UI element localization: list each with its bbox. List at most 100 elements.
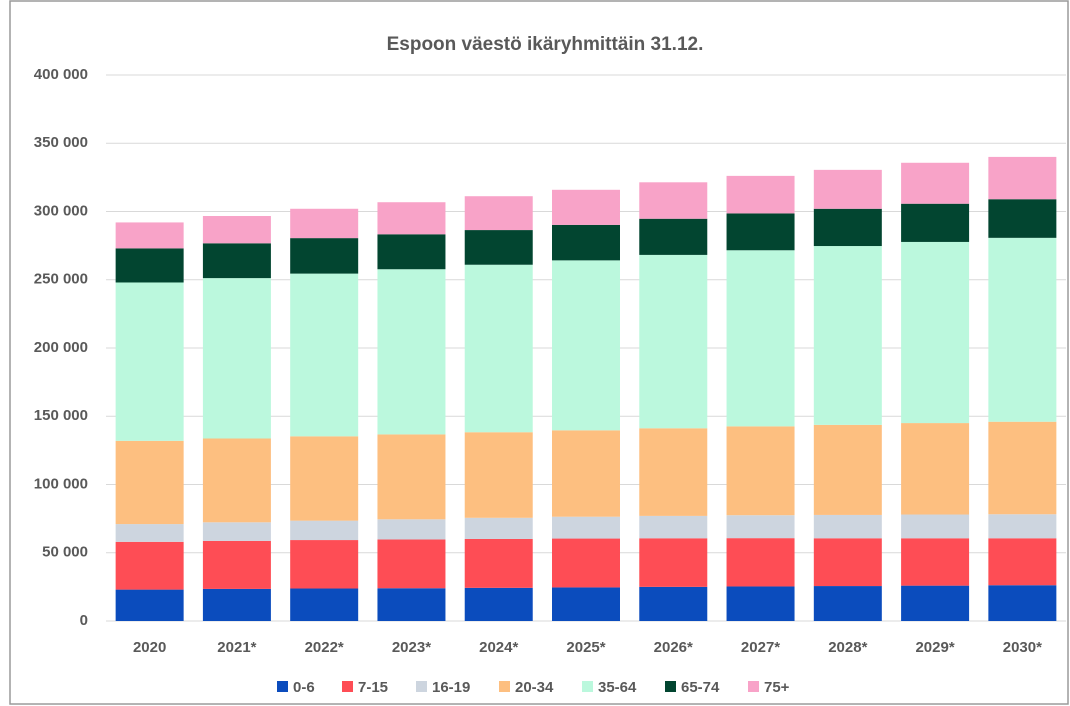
bar-segment bbox=[552, 224, 620, 261]
bar-segment bbox=[464, 230, 533, 265]
bar-segment bbox=[552, 260, 620, 431]
bar-segment bbox=[639, 218, 708, 255]
x-tick-label: 2020 bbox=[133, 639, 166, 656]
bar-segment bbox=[988, 237, 1057, 422]
y-tick-label: 200 000 bbox=[34, 339, 88, 356]
bar-segment bbox=[377, 202, 446, 235]
bar-segment bbox=[901, 585, 970, 621]
bar-segment bbox=[290, 208, 359, 239]
x-tick-label: 2022* bbox=[305, 639, 344, 656]
bar-segment bbox=[988, 199, 1057, 238]
bar-segment bbox=[552, 189, 620, 225]
x-tick-label: 2025* bbox=[566, 639, 605, 656]
bar-segment bbox=[639, 254, 708, 429]
x-tick-label: 2028* bbox=[828, 639, 867, 656]
x-tick-label: 2027* bbox=[741, 639, 780, 656]
bar-segment bbox=[290, 238, 359, 274]
legend-swatch bbox=[748, 681, 759, 692]
legend-label: 75+ bbox=[764, 679, 790, 696]
bar-segment bbox=[639, 538, 708, 587]
bar-segment bbox=[988, 514, 1057, 539]
bar-segment bbox=[115, 248, 184, 283]
bar-segment bbox=[552, 538, 620, 588]
legend-label: 0-6 bbox=[293, 679, 315, 696]
bar-segment bbox=[115, 282, 184, 441]
chart-frame bbox=[9, 0, 1069, 705]
bar-segment bbox=[115, 541, 184, 590]
bar-segment bbox=[901, 538, 970, 586]
bar-segment bbox=[813, 169, 882, 209]
bar-segment bbox=[464, 432, 533, 518]
y-tick-label: 350 000 bbox=[34, 134, 88, 151]
bar-segment bbox=[377, 539, 446, 589]
y-tick-label: 400 000 bbox=[34, 66, 88, 83]
legend-label: 16-19 bbox=[432, 679, 470, 696]
x-tick-label: 2026* bbox=[654, 639, 693, 656]
bar-segment bbox=[202, 588, 271, 621]
bar-segment bbox=[377, 519, 446, 540]
bar-segment bbox=[202, 522, 271, 541]
bar-segment bbox=[813, 538, 882, 587]
bar-segment bbox=[552, 587, 620, 621]
y-tick-label: 100 000 bbox=[34, 475, 88, 492]
bar-segment bbox=[464, 587, 533, 621]
bar-segment bbox=[290, 520, 359, 541]
bar-segment bbox=[464, 196, 533, 231]
legend-swatch bbox=[416, 681, 427, 692]
bar-segment bbox=[639, 428, 708, 516]
bar-segment bbox=[901, 423, 970, 515]
bar-segment bbox=[639, 586, 708, 621]
bar-segment bbox=[115, 589, 184, 621]
bar-segment bbox=[726, 426, 795, 516]
y-tick-label: 300 000 bbox=[34, 202, 88, 219]
bar-segment bbox=[988, 585, 1057, 621]
bar-segment bbox=[202, 278, 271, 439]
bar-segment bbox=[901, 203, 970, 242]
bar-segment bbox=[202, 243, 271, 279]
bar-segment bbox=[552, 516, 620, 539]
legend-label: 35-64 bbox=[598, 679, 637, 696]
legend-swatch bbox=[499, 681, 510, 692]
bar-segment bbox=[639, 182, 708, 219]
bar-segment bbox=[377, 234, 446, 270]
bar-segment bbox=[813, 514, 882, 539]
x-tick-label: 2023* bbox=[392, 639, 431, 656]
bar-segment bbox=[377, 434, 446, 520]
bar-segment bbox=[464, 517, 533, 539]
legend-label: 65-74 bbox=[681, 679, 720, 696]
bar-segment bbox=[290, 540, 359, 589]
bar-segment bbox=[639, 515, 708, 539]
bar-segment bbox=[726, 213, 795, 251]
legend-label: 7-15 bbox=[358, 679, 388, 696]
bar-segment bbox=[813, 208, 882, 247]
bar-segment bbox=[726, 250, 795, 427]
bar-segment bbox=[290, 273, 359, 437]
x-tick-label: 2030* bbox=[1003, 639, 1042, 656]
legend-swatch bbox=[665, 681, 676, 692]
bar-segment bbox=[726, 538, 795, 587]
bar-segment bbox=[726, 515, 795, 539]
bar-segment bbox=[726, 175, 795, 214]
bar-segment bbox=[988, 538, 1057, 586]
bar-segment bbox=[377, 588, 446, 621]
legend-swatch bbox=[277, 681, 288, 692]
x-tick-label: 2024* bbox=[479, 639, 518, 656]
bar-segment bbox=[988, 156, 1057, 200]
y-tick-label: 150 000 bbox=[34, 407, 88, 424]
legend-swatch bbox=[582, 681, 593, 692]
bar-segment bbox=[901, 162, 970, 204]
bar-segment bbox=[115, 222, 184, 249]
x-tick-label: 2029* bbox=[915, 639, 954, 656]
bar-segment bbox=[202, 438, 271, 523]
bar-segment bbox=[464, 264, 533, 433]
legend-label: 20-34 bbox=[515, 679, 554, 696]
bar-segment bbox=[726, 586, 795, 621]
bar-segment bbox=[552, 430, 620, 517]
bar-segment bbox=[988, 421, 1057, 515]
bar-segment bbox=[377, 269, 446, 435]
bar-segment bbox=[290, 588, 359, 621]
bar-segment bbox=[115, 440, 184, 525]
bar-segment bbox=[202, 216, 271, 244]
legend-swatch bbox=[342, 681, 353, 692]
